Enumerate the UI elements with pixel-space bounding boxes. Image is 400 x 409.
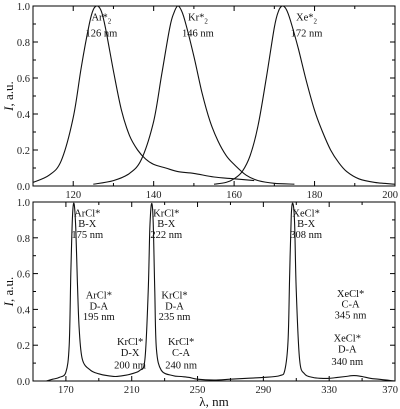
top-panel-y-tick-label: 0.2 (17, 146, 30, 157)
bottom-panel-annotation: KrCl* (168, 337, 194, 348)
top-panel-x-tick-label: 160 (226, 190, 242, 201)
bottom-panel-annotation: B-X (78, 219, 97, 230)
bottom-panel-y-tick-label: 0.6 (17, 270, 30, 281)
bottom-panel-annotation: D-X (121, 348, 140, 359)
bottom-panel-annotation: 308 nm (290, 230, 322, 241)
top-panel-series-line (213, 6, 395, 185)
bottom-panel-annotation: KrCl* (161, 291, 187, 302)
bottom-panel-annotation: 345 nm (335, 310, 367, 321)
top-panel-y-tick-label: 0.6 (17, 74, 30, 85)
bottom-panel-annotation: 240 nm (165, 360, 197, 371)
bottom-panel-annotation: XeCl* (292, 208, 319, 219)
bottom-panel-y-tick-label: 1.0 (17, 198, 30, 209)
bottom-panel-annotation: KrCl* (117, 337, 143, 348)
bottom-panel-series-line (46, 202, 395, 381)
top-panel-x-tick-label: 180 (307, 190, 323, 201)
top-panel-y-axis-label: I, a.u. (1, 81, 16, 112)
bottom-panel-x-tick-label: 370 (382, 385, 398, 396)
bottom-panel-annotation: 175 nm (71, 230, 103, 241)
bottom-panel-annotation: ArCl* (74, 208, 100, 219)
top-panel-annotation: Xe*2 (296, 12, 318, 25)
top-panel-x-tick-label: 200 (382, 190, 398, 201)
bottom-panel-annotation: D-A (165, 301, 184, 312)
top-panel-annotation: 146 nm (182, 29, 214, 40)
top-panel-annotation: 126 nm (85, 29, 117, 40)
bottom-panel-annotation: 340 nm (331, 357, 363, 368)
bottom-panel-x-tick-label: 250 (190, 385, 206, 396)
bottom-panel-y-tick-label: 0.4 (17, 305, 31, 316)
bottom-panel-annotation: 195 nm (83, 312, 115, 323)
bottom-panel-x-tick-label: 330 (321, 385, 337, 396)
top-panel-x-tick-label: 120 (65, 190, 81, 201)
top-panel-y-tick-label: 0.4 (17, 110, 31, 121)
bottom-panel-annotation: D-A (89, 301, 108, 312)
bottom-panel-annotation: D-A (338, 344, 357, 355)
bottom-panel-annotation: XeCl* (334, 334, 361, 345)
top-panel-annotation: 172 nm (291, 29, 323, 40)
bottom-panel-annotation: 235 nm (159, 312, 191, 323)
top-panel-x-tick-label: 140 (146, 190, 162, 201)
bottom-panel-y-tick-label: 0.2 (17, 341, 30, 352)
bottom-panel-x-tick-label: 290 (255, 385, 271, 396)
bottom-panel-x-axis-label: λ, nm (199, 394, 228, 409)
bottom-panel-annotation: 200 nm (114, 360, 146, 371)
bottom-panel-x-tick-label: 210 (124, 385, 140, 396)
top-panel-series-line (93, 6, 295, 185)
top-panel-series-line (33, 6, 255, 183)
bottom-panel-annotation: 222 nm (150, 230, 182, 241)
bottom-panel-annotation: B-X (297, 219, 316, 230)
top-panel-y-tick-label: 1.0 (17, 2, 30, 13)
top-panel-annotation: Ar*2 (91, 12, 111, 25)
bottom-panel-annotation: ArCl* (86, 291, 112, 302)
bottom-panel-annotation: KrCl* (153, 208, 179, 219)
bottom-panel-y-tick-label: 0.0 (17, 377, 30, 388)
bottom-panel-y-tick-label: 0.8 (17, 234, 30, 245)
bottom-panel-annotation: C-A (342, 300, 361, 311)
bottom-panel-annotation: XeCl* (337, 289, 364, 300)
bottom-panel-annotation: B-X (157, 219, 176, 230)
bottom-panel-annotation: C-A (172, 348, 191, 359)
top-panel-y-tick-label: 0.0 (17, 182, 30, 193)
bottom-panel-y-axis-label: I, a.u. (1, 277, 16, 308)
top-panel-annotation: Kr*2 (188, 12, 208, 25)
bottom-panel-x-tick-label: 170 (58, 385, 74, 396)
top-panel-y-tick-label: 0.8 (17, 38, 30, 49)
